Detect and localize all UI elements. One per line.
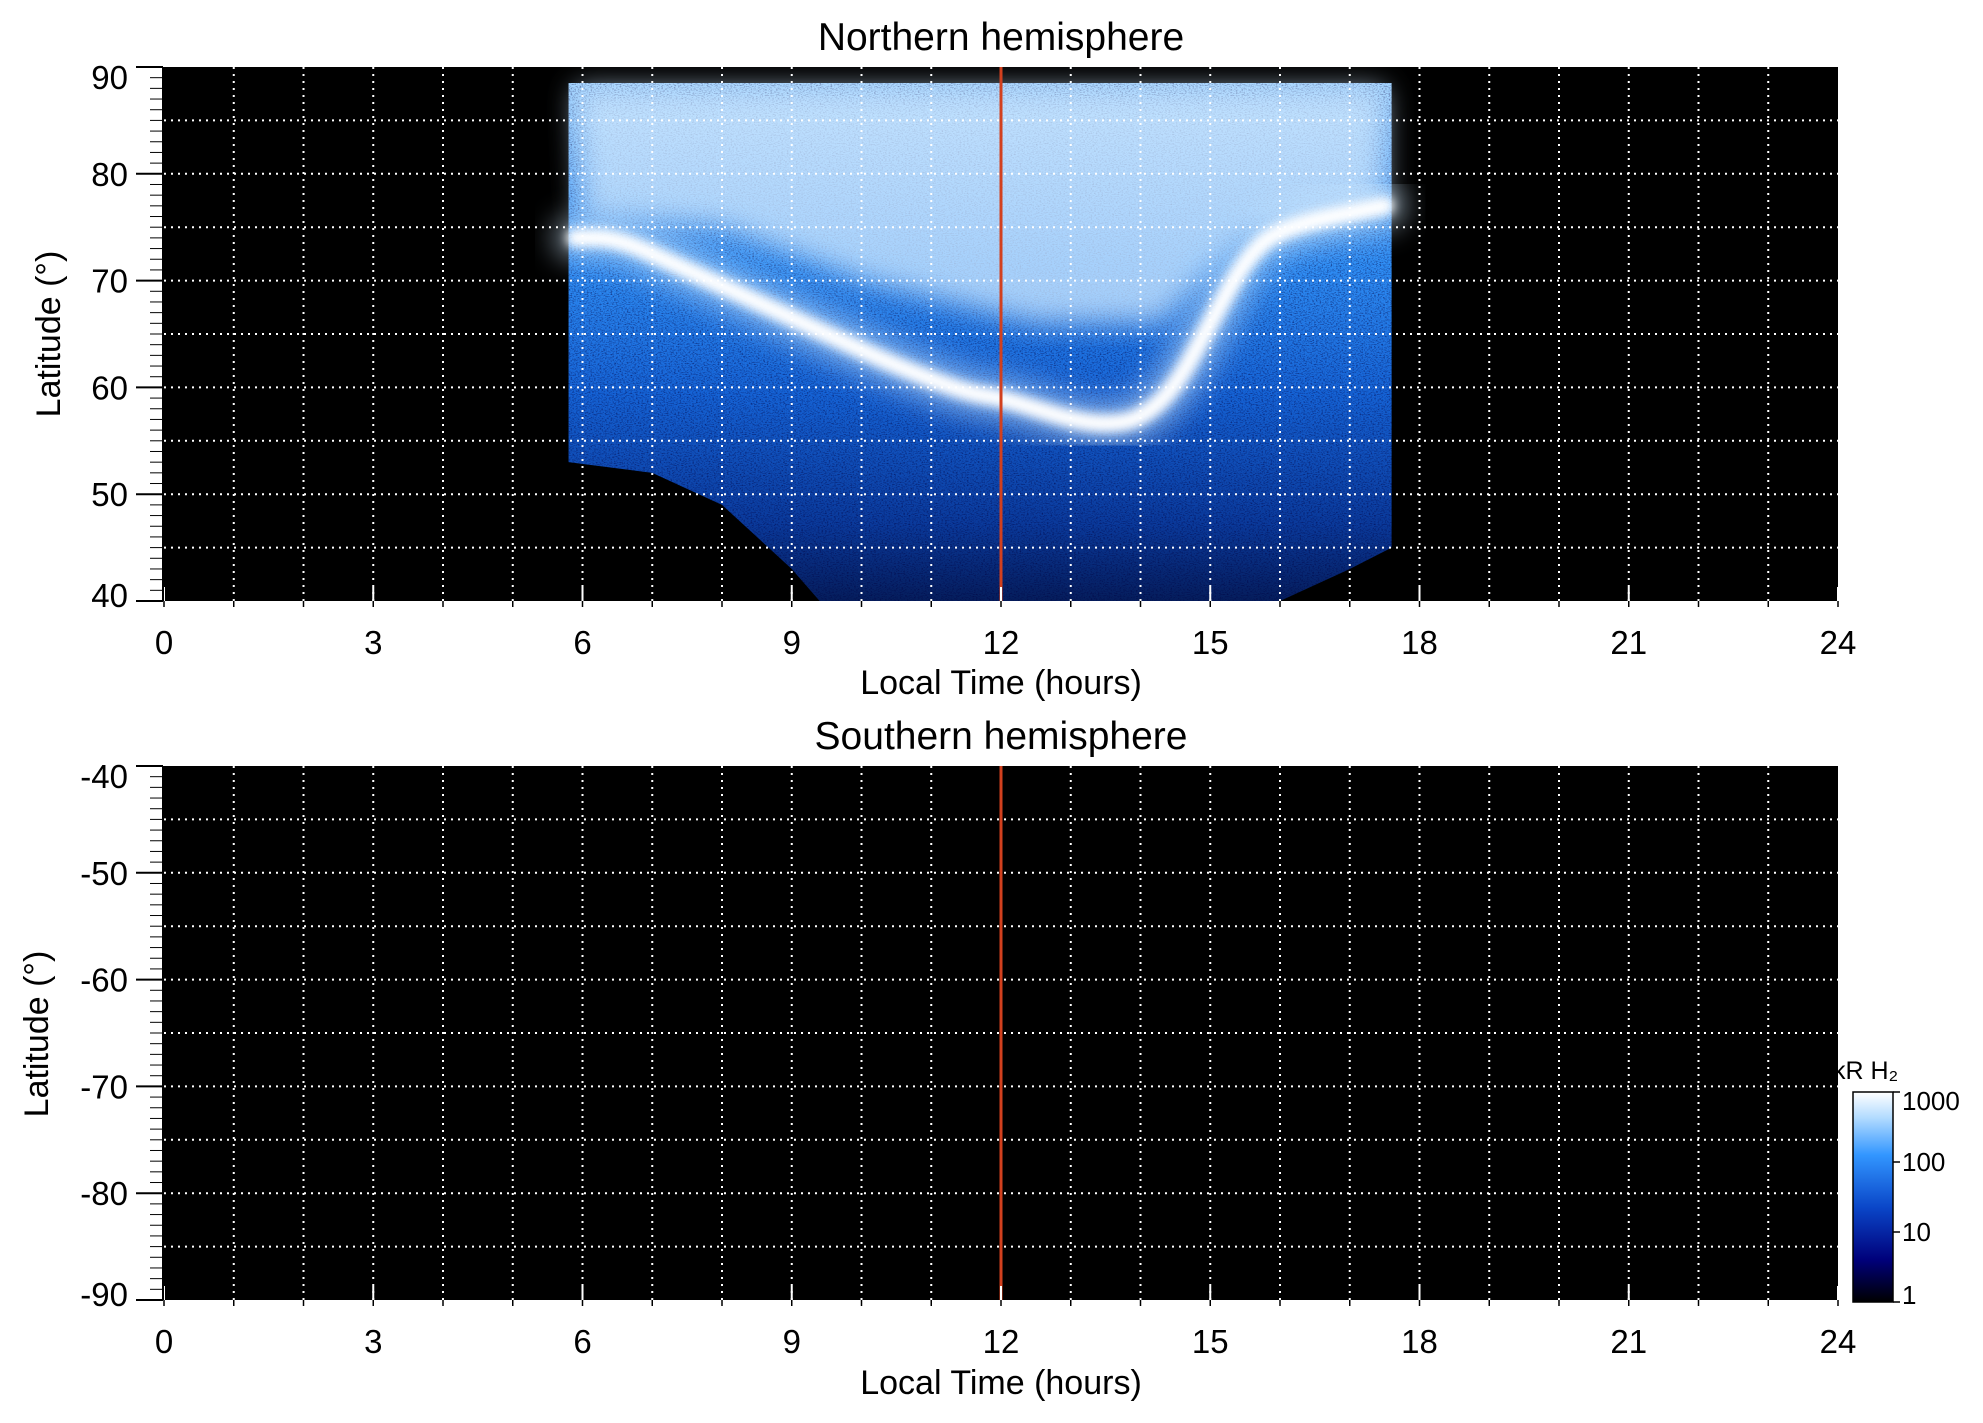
colorbar-tick-label: 1000 xyxy=(1902,1086,1960,1116)
x-tick-label: 18 xyxy=(1401,1323,1438,1360)
auroral-oval xyxy=(566,196,1394,433)
y-tick-label: -60 xyxy=(80,962,128,999)
y-tick-label: 60 xyxy=(91,369,128,406)
x-tick-label: 3 xyxy=(364,624,382,661)
x-tick-label: 24 xyxy=(1820,624,1857,661)
axes-north: 0 3 6 9 12 15 18 21 24 40 50 60 70 80 90 xyxy=(91,59,1856,661)
x-tick-label: 12 xyxy=(983,624,1020,661)
x-tick-label: 0 xyxy=(155,624,173,661)
y-tick-label: 80 xyxy=(91,156,128,193)
x-tick-label: 15 xyxy=(1192,1323,1229,1360)
x-tick-label: 18 xyxy=(1401,624,1438,661)
chart-title-north: Northern hemisphere xyxy=(818,16,1184,59)
colorbar-label: kR H₂ xyxy=(1833,1057,1898,1085)
grid-south xyxy=(164,766,1838,1300)
x-axis-label-north: Local Time (hours) xyxy=(860,664,1142,702)
axes-south: 0 3 6 9 12 15 18 21 24 -40 -50 -60 -70 -80 -90 xyxy=(80,758,1856,1360)
colorbar: kR H₂ 1000 100 10 1 xyxy=(1833,1057,1960,1310)
y-tick-label: -80 xyxy=(80,1175,128,1212)
x-tick-label: 0 xyxy=(155,1323,173,1360)
y-tick-label: -90 xyxy=(80,1276,128,1313)
x-tick-label: 9 xyxy=(783,624,801,661)
y-tick-label: 70 xyxy=(91,263,128,300)
x-tick-label: 15 xyxy=(1192,624,1229,661)
x-tick-label: 21 xyxy=(1610,1323,1647,1360)
colorbar-gradient xyxy=(1852,1091,1894,1303)
y-tick-label: 40 xyxy=(91,577,128,614)
colorbar-tick-label: 10 xyxy=(1902,1217,1931,1247)
polar-cap-emission xyxy=(575,88,1385,324)
x-axis-label-south: Local Time (hours) xyxy=(860,1364,1142,1402)
y-tick-label: -70 xyxy=(80,1068,128,1105)
y-tick-label: -40 xyxy=(80,758,128,795)
x-tick-label: 6 xyxy=(573,1323,591,1360)
colorbar-tick-label: 100 xyxy=(1902,1147,1945,1177)
panel-north: Northern hemisphere 0 3 6 9 12 15 18 21 24 40 50 60… xyxy=(30,16,1856,702)
x-tick-label: 21 xyxy=(1610,624,1647,661)
colorbar-tick-label: 1 xyxy=(1902,1280,1916,1310)
x-tick-label: 12 xyxy=(983,1323,1020,1360)
y-tick-label: -50 xyxy=(80,855,128,892)
chart-title-south: Southern hemisphere xyxy=(815,715,1188,758)
x-tick-label: 24 xyxy=(1820,1323,1857,1360)
y-axis-label-south: Latitude (°) xyxy=(18,951,56,1118)
aurora-emission-map xyxy=(553,83,1407,601)
x-tick-label: 3 xyxy=(364,1323,382,1360)
colorbar-ticks: 1000 100 10 1 xyxy=(1893,1086,1960,1310)
y-tick-label: 50 xyxy=(91,476,128,513)
y-tick-label: 90 xyxy=(91,59,128,96)
panel-south: Southern hemisphere 0 3 6 9 12 15 18 21 24 -40 -50… xyxy=(18,715,1856,1402)
y-axis-label-north: Latitude (°) xyxy=(30,251,68,418)
x-tick-label: 6 xyxy=(573,624,591,661)
x-tick-label: 9 xyxy=(783,1323,801,1360)
